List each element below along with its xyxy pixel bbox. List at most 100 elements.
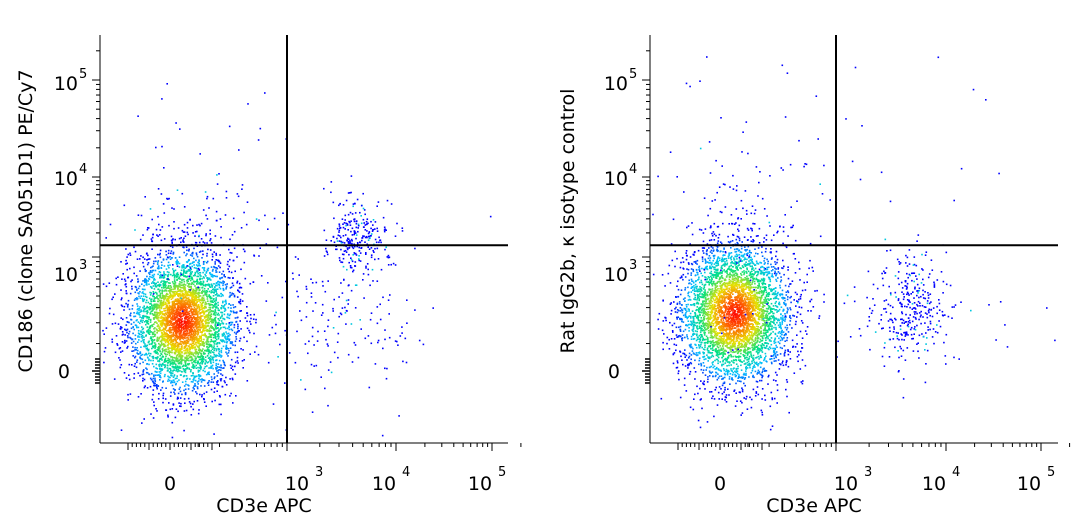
event-dot [199,313,201,315]
event-dot [186,221,189,224]
event-dot [146,259,148,261]
event-dot [217,384,220,386]
event-dot [346,239,349,241]
event-dot [161,336,163,339]
event-dot [217,265,220,267]
event-dot [177,368,180,371]
event-dot [169,296,171,299]
event-dot [116,344,119,346]
event-dot [212,291,214,293]
event-dot [191,296,193,298]
event-dot [141,315,144,317]
event-dot [241,188,243,190]
event-dot [199,329,201,332]
event-dot [145,299,148,302]
event-dot [170,273,172,276]
event-dot [163,280,165,282]
event-dot [169,285,172,287]
event-dot [200,349,202,351]
event-dot [171,375,173,377]
event-dot [146,387,149,389]
event-dot [217,281,219,283]
event-dot [171,339,173,342]
event-dot [178,262,181,265]
event-dot [229,341,232,343]
event-dot [164,273,167,276]
event-dot [354,245,356,248]
event-dot [181,318,183,320]
event-dot [221,322,224,324]
event-dot [182,375,185,378]
event-dot [164,309,167,312]
event-dot [219,328,222,330]
event-dot [357,227,359,229]
event-dot [141,422,143,424]
event-dot [222,294,224,297]
event-dot [163,332,166,334]
event-dot [230,323,233,326]
event-dot [222,280,224,283]
event-dot [157,300,159,303]
event-dot [234,311,236,314]
event-dot [141,297,144,300]
event-dot [194,334,196,337]
event-dot [224,300,226,303]
event-dot [170,239,173,242]
event-dot [190,414,193,416]
event-dot [176,349,178,352]
event-dot [203,299,206,301]
event-dot [153,304,155,307]
event-dot [154,283,157,285]
event-dot [188,270,191,272]
event-dot [197,369,200,372]
event-dot [140,354,142,357]
event-dot [174,317,177,320]
event-dot [144,288,146,291]
event-dot [209,233,211,235]
event-dot [195,364,197,367]
event-dot [157,339,160,342]
event-dot [347,303,349,305]
event-dot [197,326,199,329]
event-dot [210,359,212,361]
event-dot [225,323,228,325]
event-dot [191,294,193,297]
event-dot [146,326,149,328]
event-dot [212,336,215,339]
event-dot [158,392,160,395]
event-dot [138,313,141,316]
event-dot [123,278,126,281]
event-dot [228,328,231,331]
event-dot [163,322,165,325]
event-dot [354,252,357,255]
event-dot [148,272,150,274]
event-dot [218,314,220,316]
event-dot [177,304,179,307]
event-dot [153,318,155,320]
event-dot [210,320,213,323]
event-dot [159,229,162,231]
event-dot [192,341,195,343]
event-dot [406,299,408,301]
event-dot [127,399,129,401]
event-dot [220,347,223,350]
event-dot [159,274,162,276]
event-dot [198,241,201,244]
event-dot [342,226,345,229]
event-dot [205,272,208,274]
event-dot [243,359,245,361]
event-dot [169,336,171,339]
event-dot [210,381,213,383]
event-dot [370,312,373,314]
event-dot [197,383,199,385]
event-dot [151,341,154,344]
event-dot [187,354,190,357]
event-dot [188,288,190,291]
event-dot [193,293,196,295]
event-dot [204,349,206,352]
event-dot [171,313,173,315]
event-dot [186,355,188,358]
event-dot [228,338,231,341]
event-dot [201,334,203,336]
event-dot [179,309,182,311]
